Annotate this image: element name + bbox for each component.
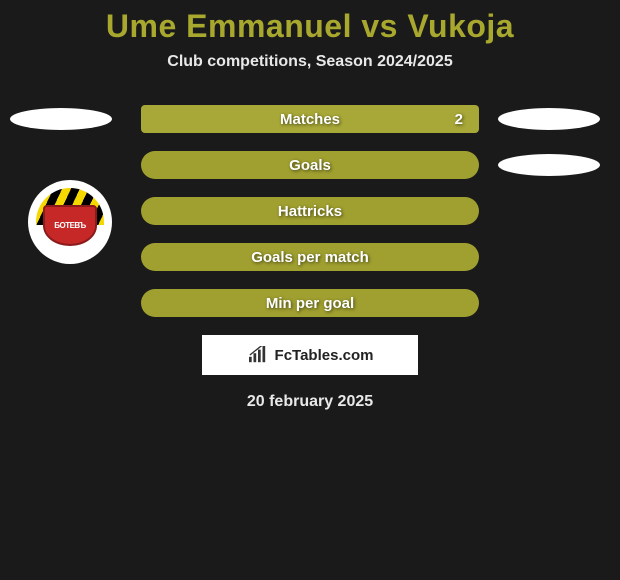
- stat-label: Matches: [280, 111, 340, 128]
- stat-label: Min per goal: [266, 295, 354, 312]
- subtitle: Club competitions, Season 2024/2025: [0, 53, 620, 71]
- attribution-text: FcTables.com: [275, 347, 374, 364]
- stat-bar: Goals: [141, 151, 479, 179]
- stat-label: Hattricks: [278, 203, 342, 220]
- stat-bar: Min per goal: [141, 289, 479, 317]
- stat-row-goals: Goals: [0, 151, 620, 179]
- chart-icon: [247, 346, 269, 364]
- date-label: 20 february 2025: [0, 393, 620, 411]
- right-badge: [498, 154, 600, 176]
- stat-row-min-per-goal: Min per goal: [0, 289, 620, 317]
- right-badge: [498, 108, 600, 130]
- stat-label: Goals per match: [251, 249, 369, 266]
- stat-value-right: 2: [455, 111, 463, 128]
- stat-bar: Hattricks: [141, 197, 479, 225]
- stat-bar: Matches 2: [141, 105, 479, 133]
- left-badge: [10, 108, 112, 130]
- stat-row-matches: Matches 2: [0, 105, 620, 133]
- stat-bar: Goals per match: [141, 243, 479, 271]
- stat-label: Goals: [289, 157, 331, 174]
- page-title: Ume Emmanuel vs Vukoja: [0, 8, 620, 45]
- stat-row-goals-per-match: Goals per match: [0, 243, 620, 271]
- attribution-badge[interactable]: FcTables.com: [202, 335, 418, 375]
- comparison-widget: Ume Emmanuel vs Vukoja Club competitions…: [0, 0, 620, 411]
- stat-row-hattricks: Hattricks: [0, 197, 620, 225]
